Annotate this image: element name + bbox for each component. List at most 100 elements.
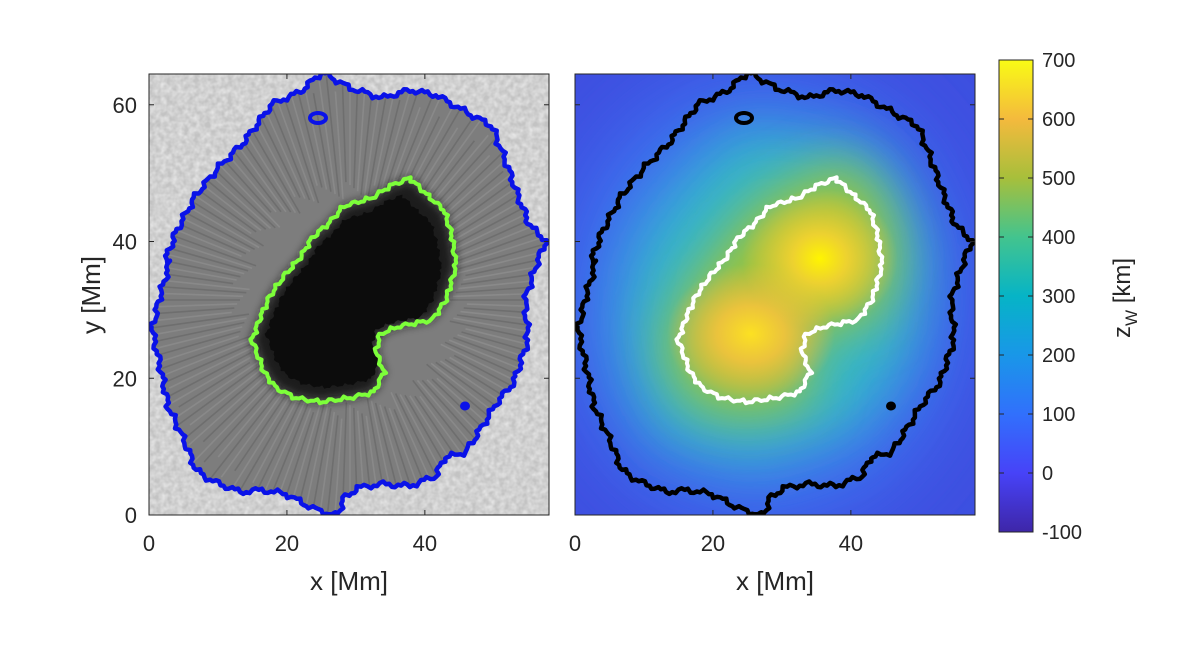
penumbral-fibril	[457, 334, 547, 374]
umbra-core	[264, 194, 442, 389]
penumbral-fibril	[449, 320, 547, 351]
right-axes-box	[574, 73, 976, 516]
y-tick-label: 20	[113, 366, 137, 391]
penumbral-fibril	[173, 370, 267, 449]
penumbral-fibril	[382, 79, 423, 198]
penumbral-fibril	[441, 168, 519, 229]
penumbral-fibril	[234, 394, 287, 472]
y-tick-label: 0	[125, 503, 137, 528]
penumbral-fibril	[397, 88, 445, 192]
penumbral-fibril	[334, 91, 344, 200]
penumbral-fibril	[150, 303, 238, 310]
penumbral-fibril	[178, 361, 251, 408]
x-tick-label: 0	[569, 531, 581, 556]
penumbral-fibril	[449, 234, 547, 273]
right-panel-wilson-depression-map: 0 20 40 x [Mm]	[569, 73, 976, 596]
penumbral-fibril	[220, 389, 286, 478]
contour-island	[734, 111, 754, 125]
penumbral-fibril	[441, 187, 531, 244]
penumbral-fibril	[259, 399, 307, 503]
penumbral-fibril	[465, 253, 547, 277]
penumbral-fibril	[463, 307, 547, 317]
penumbral-fibril	[295, 82, 323, 188]
penumbral-fibril	[356, 410, 368, 515]
penumbral-fibril	[461, 331, 547, 363]
penumbral-fibril	[252, 390, 303, 484]
penumbral-fibril	[291, 96, 318, 186]
x-tick-label: 0	[143, 531, 155, 556]
penumbral-fibril	[458, 276, 547, 290]
penumbral-fibril	[225, 398, 289, 499]
penumbral-fibril	[163, 356, 251, 409]
colorbar-tick-label: 500	[1042, 168, 1075, 190]
colorbar-ticks: -100 0 100 200 300 400 500 600 700	[999, 50, 1082, 544]
penumbral-fibril	[447, 248, 547, 277]
zw-peak-upper	[741, 188, 898, 329]
penumbral-fibril	[217, 379, 284, 458]
left-x-axis-ticks: 0 20 40	[143, 74, 437, 556]
x-tick-label: 20	[275, 531, 299, 556]
penumbral-fibril	[393, 409, 427, 488]
colorbar-tick-label: 600	[1042, 109, 1075, 131]
colorbar-tick-label: 0	[1042, 463, 1053, 485]
penumbral-fibril	[203, 375, 283, 463]
penumbral-fibril	[312, 408, 332, 507]
penumbral-fibril	[356, 79, 367, 192]
colorbar-label: zW [km]	[1109, 258, 1141, 338]
intensity-image	[149, 74, 549, 515]
contour-island	[460, 401, 470, 411]
penumbral-fibril	[188, 385, 268, 467]
penumbral-fibril	[159, 355, 267, 429]
penumbral-fibril	[249, 126, 301, 214]
right-x-axis-label: x [Mm]	[736, 566, 814, 596]
penumbral-fibril	[376, 99, 401, 190]
penumbral-fibril	[189, 365, 267, 426]
penumbral-fibril	[463, 258, 547, 281]
colorbar-tick-label: -100	[1042, 522, 1082, 544]
penumbral-fibril	[366, 83, 389, 202]
penumbral-fibril	[150, 307, 235, 317]
penumbral-fibril	[272, 88, 315, 202]
penumbral-fibril	[271, 403, 309, 494]
penumbral-fibril	[206, 384, 285, 484]
zw-heatmap-image	[575, 74, 975, 515]
penumbral-fibril	[150, 326, 243, 359]
penumbral-fibril	[423, 134, 489, 213]
colorbar: -100 0 100 200 300 400 500 600 700 zW [km]	[998, 50, 1141, 544]
colorbar-tick-label: 100	[1042, 404, 1075, 426]
y-tick-label: 60	[113, 93, 137, 118]
penumbral-fibril	[324, 74, 340, 197]
penumbral-fibril	[150, 317, 247, 340]
penumbral-fibril	[353, 92, 359, 189]
penumbral-fibril	[341, 78, 347, 183]
penumbral-fibril	[202, 380, 268, 443]
penumbral-fibril	[363, 94, 380, 199]
y-tick-label: 40	[113, 230, 137, 255]
colorbar-tick-label: 700	[1042, 50, 1075, 72]
penumbral-fibril	[269, 103, 311, 201]
penumbral-fibril	[454, 210, 547, 259]
penumbral-fibril	[150, 258, 237, 281]
umbra-boundary-contour	[674, 175, 885, 406]
penumbral-fibril	[312, 93, 332, 192]
penumbral-fibril	[168, 347, 253, 389]
penumbral-fibril	[150, 335, 239, 367]
left-y-axis-ticks: 0 20 40 60	[113, 93, 549, 528]
penumbral-fibril	[291, 396, 323, 502]
colorbar-tick-label: 400	[1042, 227, 1075, 249]
colorbar-gradient	[999, 60, 1033, 532]
penumbral-fibril	[161, 333, 257, 370]
penumbral-fibril	[302, 404, 329, 515]
left-axes-box	[148, 73, 550, 516]
penumbral-fibril	[325, 415, 339, 515]
penumbral-fibril	[239, 386, 301, 491]
left-y-axis-label: y [Mm]	[76, 256, 106, 334]
colorbar-tick-label: 300	[1042, 286, 1075, 308]
penumbral-fibril	[150, 234, 249, 272]
penumbral-fibril	[318, 79, 336, 195]
penumbra-boundary-contour	[575, 74, 975, 515]
colorbar-tick-label: 200	[1042, 345, 1075, 367]
left-panel-intensity-map: 0 20 40 0 20 40 60 x [Mm] y [Mm]	[76, 73, 550, 596]
penumbral-fibril	[453, 317, 547, 340]
